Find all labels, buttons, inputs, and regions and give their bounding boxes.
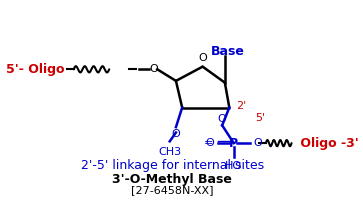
Text: P: P [229,137,238,150]
Text: CH3: CH3 [158,147,181,157]
Text: 5'- Oligo: 5'- Oligo [6,63,65,76]
Text: O: O [205,138,214,148]
Text: O: O [198,53,207,63]
Text: 3'-O-Methyl Base: 3'-O-Methyl Base [113,173,232,186]
Text: =: = [204,138,213,148]
Text: Oligo -3': Oligo -3' [296,137,359,150]
Text: O: O [149,64,158,74]
Text: 2': 2' [236,101,247,111]
Text: [27-6458N-XX]: [27-6458N-XX] [131,185,214,195]
Text: O: O [218,114,227,124]
Text: Base: Base [211,45,244,58]
Text: O: O [172,129,180,139]
Text: 2'-5' linkage for internal sites: 2'-5' linkage for internal sites [81,159,264,172]
Text: O: O [253,138,262,148]
Text: 5': 5' [256,113,265,123]
Text: HO: HO [225,161,242,171]
